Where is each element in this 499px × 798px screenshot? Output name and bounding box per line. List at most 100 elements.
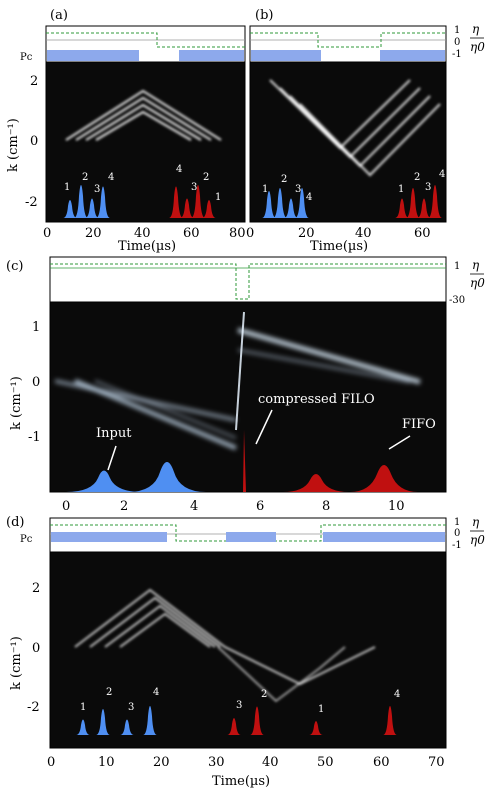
panel-d-pulse-labels: 1 2 3 4 3 2 1 4 xyxy=(80,687,400,715)
panel-c-label: (c) xyxy=(6,259,23,274)
panel-b-input-pulses xyxy=(262,188,309,218)
x-tick-label: 40 xyxy=(262,755,279,770)
eta0-label: η0 xyxy=(470,40,485,54)
x-tick-label: 0 xyxy=(246,226,254,241)
pulse-label: 3 xyxy=(425,182,431,193)
output-pulse xyxy=(169,186,183,218)
pulse-label: 3 xyxy=(128,702,134,713)
x-tick-label: 50 xyxy=(317,755,334,770)
pulse-label: 1 xyxy=(80,702,86,713)
output-pulse xyxy=(191,185,205,218)
input-pulse xyxy=(63,200,77,218)
panel-c-eta-line xyxy=(50,263,446,300)
x-tick-label: 60 xyxy=(183,226,200,241)
input-pulse xyxy=(66,470,142,492)
y-tick-label: 1 xyxy=(32,320,40,335)
input-pulse xyxy=(74,185,88,218)
input-pulse xyxy=(85,198,99,218)
pulse-label: 3 xyxy=(94,184,100,195)
panel-c-eta-axis: 1 -30 η η0 xyxy=(449,258,485,306)
annotation-input: Input xyxy=(96,426,132,441)
panel-c-compression-line xyxy=(235,311,245,431)
pulse-label: 4 xyxy=(108,172,114,183)
panel-a-control-bar xyxy=(179,50,244,61)
panel-a: (a) Pc 1 2 3 4 4 xyxy=(6,8,246,254)
pulse-label: 1 xyxy=(318,704,324,715)
x-tick-label: 20 xyxy=(153,755,170,770)
pulse-label: 2 xyxy=(261,689,267,700)
panel-a-control-bar xyxy=(47,50,139,61)
panel-b-eta-line xyxy=(250,32,446,48)
pulse-label: 2 xyxy=(82,172,88,183)
eta-tick-label: 0 xyxy=(454,528,460,539)
y-tick-label: 0 xyxy=(32,641,40,656)
pulse-label: 4 xyxy=(153,687,159,698)
panel-d: (d) Pc 1 0 -1 η η0 xyxy=(6,515,485,789)
pulse-label: 4 xyxy=(176,164,182,175)
panel-d-output-pulses xyxy=(227,706,397,735)
pulse-label: 1 xyxy=(398,184,404,195)
panel-d-pc-label: Pc xyxy=(20,534,33,545)
panel-d-x-ticks: 0 10 20 30 40 50 60 70 xyxy=(47,755,445,770)
panel-a-y-label: k (cm⁻¹) xyxy=(6,118,21,172)
panel-d-wave-beams xyxy=(74,588,376,703)
annotation-fifo: FIFO xyxy=(402,417,436,432)
panel-d-label: (d) xyxy=(6,515,24,530)
panel-d-eta-line xyxy=(50,524,446,542)
panel-a-input-pulses xyxy=(63,185,110,218)
x-tick-label: 60 xyxy=(373,755,390,770)
input-pulse xyxy=(128,462,206,492)
panel-b-x-ticks: 0 20 40 60 xyxy=(246,226,431,241)
output-pulse xyxy=(283,474,349,492)
panel-c-y-ticks: 1 0 -1 xyxy=(28,320,41,445)
x-tick-label: 10 xyxy=(388,499,405,514)
x-tick-label: 0 xyxy=(47,755,55,770)
y-tick-label: -2 xyxy=(25,195,38,210)
annotation-filo: compressed FILO xyxy=(258,392,375,407)
pulse-label: 2 xyxy=(281,174,287,185)
y-tick-label: 2 xyxy=(32,581,40,596)
y-tick-label: 0 xyxy=(32,375,40,390)
x-tick-label: 4 xyxy=(190,499,198,514)
panel-a-eta-line xyxy=(46,32,245,48)
panel-a-pc-label: Pc xyxy=(20,52,33,63)
eta0-label: η0 xyxy=(470,533,485,547)
panel-a-x-ticks: 0 20 40 60 80 xyxy=(43,226,246,241)
panel-b-output-pulses xyxy=(395,185,442,218)
panel-c-input-pulses xyxy=(66,462,206,492)
pulse-label: 3 xyxy=(191,182,197,193)
eta-label: η xyxy=(472,258,480,272)
panel-d-plot-bg xyxy=(49,551,447,749)
panel-a-pulse-labels: 1 2 3 4 4 3 2 1 xyxy=(64,164,221,203)
output-pulse xyxy=(202,200,216,218)
panel-b: (b) 1 0 -1 η η0 xyxy=(246,8,485,254)
pulse-label: 4 xyxy=(394,689,400,700)
panel-c-y-label: k (cm⁻¹) xyxy=(9,376,24,430)
output-pulse xyxy=(180,198,194,218)
panel-c-output-pulses xyxy=(283,465,418,492)
pulse-label: 4 xyxy=(439,169,445,180)
x-tick-label: 10 xyxy=(98,755,115,770)
pulse-label: 3 xyxy=(295,184,301,195)
panel-c-filo-pulse xyxy=(243,430,246,492)
eta-tick-label: 1 xyxy=(454,517,460,528)
eta-tick-label: -1 xyxy=(452,49,462,60)
y-tick-label: -2 xyxy=(27,700,40,715)
pulse-label: 1 xyxy=(64,182,70,193)
x-tick-label: 60 xyxy=(414,226,431,241)
panel-d-y-label: k (cm⁻¹) xyxy=(9,636,24,690)
panel-d-eta-axis: 1 0 -1 η η0 xyxy=(452,515,485,551)
eta-tick-label: -30 xyxy=(449,295,465,306)
panel-d-x-label: Time(µs) xyxy=(212,774,270,789)
panel-c-wave-beams xyxy=(54,327,421,451)
panel-b-pulse-labels: 1 2 3 4 1 2 3 4 xyxy=(262,169,445,203)
x-tick-label: 2 xyxy=(120,499,128,514)
y-tick-label: -1 xyxy=(28,430,41,445)
y-tick-label: 0 xyxy=(30,134,38,149)
eta-tick-label: 1 xyxy=(454,261,460,272)
eta-tick-label: 1 xyxy=(454,25,460,36)
x-tick-label: 0 xyxy=(62,499,70,514)
x-tick-label: 70 xyxy=(428,755,445,770)
eta-label: η xyxy=(472,22,480,36)
